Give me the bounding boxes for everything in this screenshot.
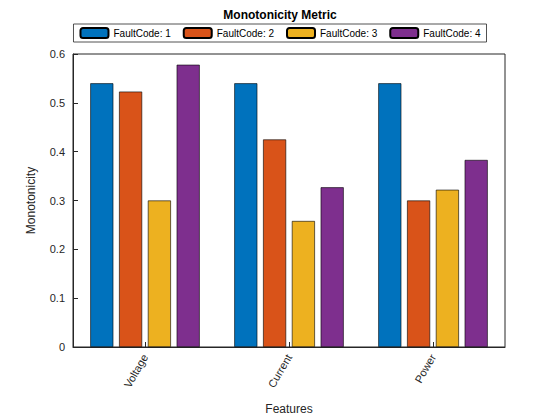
svg-text:FaultCode: 3: FaultCode: 3 (320, 28, 378, 39)
svg-text:Features: Features (265, 402, 312, 416)
svg-text:0.5: 0.5 (50, 97, 65, 109)
svg-text:0.4: 0.4 (50, 146, 65, 158)
svg-text:Current: Current (265, 352, 294, 390)
svg-text:0.2: 0.2 (50, 243, 65, 255)
svg-text:0.3: 0.3 (50, 195, 65, 207)
svg-text:0: 0 (59, 341, 65, 353)
svg-text:FaultCode: 1: FaultCode: 1 (113, 28, 171, 39)
svg-text:0.6: 0.6 (50, 48, 65, 60)
svg-text:Voltage: Voltage (121, 352, 150, 390)
svg-text:Monotonicity: Monotonicity (24, 167, 38, 234)
svg-text:FaultCode: 4: FaultCode: 4 (423, 28, 481, 39)
svg-text:FaultCode: 2: FaultCode: 2 (217, 28, 275, 39)
svg-text:Monotonicity Metric: Monotonicity Metric (223, 8, 337, 22)
svg-text:0.1: 0.1 (50, 292, 65, 304)
svg-text:Power: Power (412, 352, 438, 385)
